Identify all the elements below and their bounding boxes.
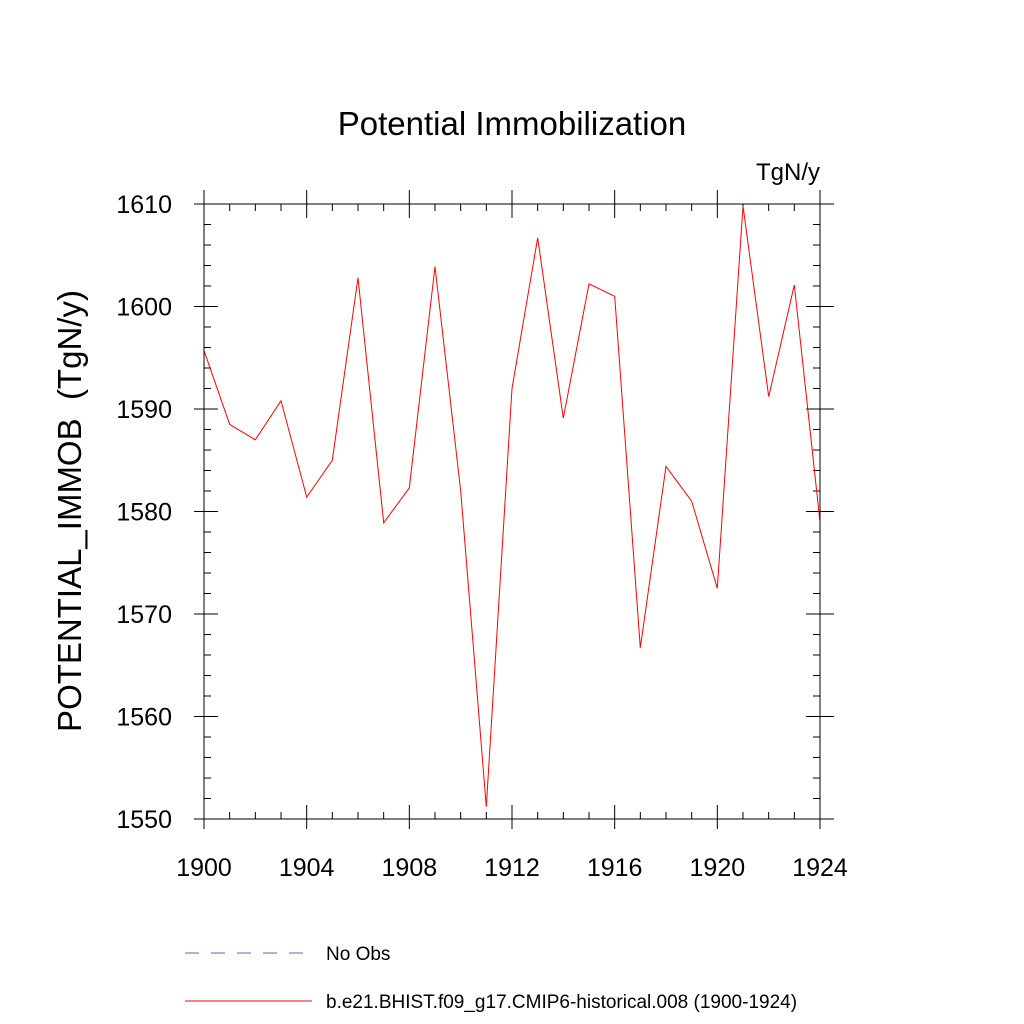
- x-tick-label: 1904: [279, 854, 335, 882]
- y-axis-label: POTENTIAL_IMMOB (TgN/y): [51, 290, 88, 732]
- x-tick-label: 1908: [382, 854, 438, 882]
- y-tick-label: 1570: [116, 601, 172, 629]
- axis-ticks: [194, 190, 834, 829]
- y-tick-label: 1550: [116, 806, 172, 834]
- x-tick-label: 1916: [587, 854, 643, 882]
- x-tick-label: 1920: [690, 854, 746, 882]
- legend-label: b.e21.BHIST.f09_g17.CMIP6-historical.008…: [326, 992, 797, 1013]
- x-tick-label: 1900: [176, 854, 232, 882]
- y-tick-label: 1600: [116, 294, 172, 322]
- series-line: [203, 206, 821, 807]
- legend: No Obs b.e21.BHIST.f09_g17.CMIP6-historic…: [185, 944, 797, 1013]
- y-tick-label: 1610: [116, 191, 172, 219]
- units-label: TgN/y: [756, 159, 820, 186]
- x-tick-label: 1924: [792, 854, 848, 882]
- x-tick-label: 1912: [484, 854, 540, 882]
- y-tick-label: 1560: [116, 704, 172, 732]
- chart-title: Potential Immobilization: [338, 105, 687, 142]
- y-tick-label: 1580: [116, 499, 172, 527]
- y-tick-label: 1590: [116, 396, 172, 424]
- legend-label: No Obs: [326, 944, 390, 965]
- tick-labels: 1900 1904 1908 1912 1916 1920 1924 1550 1560 1570…: [116, 191, 848, 882]
- plot-frame: [203, 203, 821, 820]
- series-layer: [203, 206, 821, 807]
